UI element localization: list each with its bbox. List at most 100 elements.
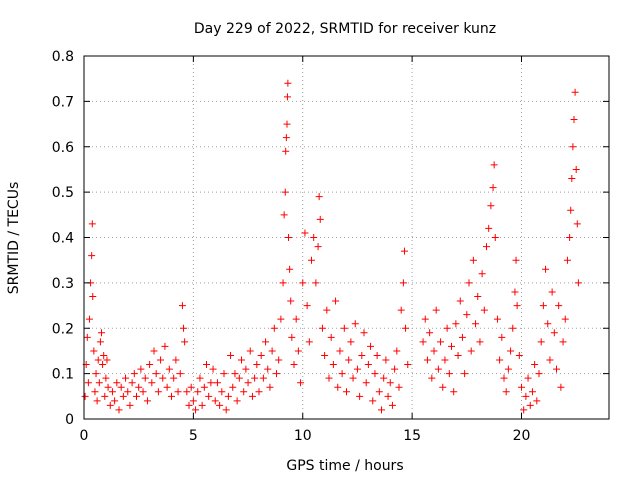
data-point — [474, 292, 482, 300]
data-point — [434, 365, 442, 373]
data-point — [165, 365, 173, 373]
data-point — [128, 379, 136, 387]
data-point — [233, 397, 241, 405]
data-point — [150, 347, 158, 355]
data-point — [336, 347, 344, 355]
data-point — [205, 392, 213, 400]
data-point — [95, 379, 103, 387]
data-point — [428, 374, 436, 382]
data-point — [476, 338, 484, 346]
data-point — [305, 338, 313, 346]
y-tick-label: 0.4 — [52, 231, 74, 247]
data-point — [487, 202, 495, 210]
data-point — [323, 306, 331, 314]
data-point — [559, 338, 567, 346]
data-point — [227, 351, 235, 359]
data-point — [345, 356, 353, 364]
data-point — [216, 401, 224, 409]
axis-ticks — [83, 55, 609, 420]
data-point — [192, 406, 200, 414]
data-point — [566, 234, 574, 241]
data-point — [222, 406, 230, 414]
tick-labels: 0 5 10 15 20 0 0.1 0.2 0.3 0.4 0.5 0.6 0.7 0.8 — [52, 49, 531, 444]
data-point — [181, 338, 189, 346]
data-point — [384, 392, 392, 400]
data-point — [371, 370, 379, 378]
data-point — [332, 297, 340, 305]
data-point — [567, 206, 575, 214]
data-point — [325, 374, 333, 382]
data-point — [224, 392, 232, 400]
data-point — [571, 88, 579, 96]
data-point — [467, 347, 475, 355]
data-point — [553, 365, 560, 373]
y-tick-label: 0.3 — [52, 276, 74, 292]
data-point — [458, 333, 466, 341]
data-point — [546, 356, 554, 364]
data-point — [432, 306, 440, 314]
data-point — [172, 356, 180, 364]
data-points — [81, 79, 582, 414]
data-point — [262, 338, 270, 346]
data-point — [101, 392, 109, 400]
data-point — [522, 392, 530, 400]
data-point — [568, 175, 576, 183]
data-point — [251, 374, 259, 382]
data-point — [281, 188, 289, 196]
data-point — [448, 342, 455, 350]
data-point — [99, 361, 107, 369]
data-point — [130, 370, 138, 378]
data-point — [168, 392, 175, 400]
data-point — [314, 243, 322, 251]
data-point — [386, 379, 394, 387]
data-point — [180, 324, 188, 332]
data-point — [500, 374, 508, 382]
data-point — [161, 342, 169, 350]
data-point — [574, 279, 582, 287]
data-point — [480, 306, 488, 314]
data-point — [498, 333, 506, 341]
data-point — [189, 397, 197, 405]
data-point — [264, 365, 272, 373]
data-point — [391, 365, 399, 373]
data-point — [141, 374, 149, 382]
data-point — [282, 134, 290, 142]
data-point — [572, 165, 580, 173]
data-point — [542, 265, 550, 273]
data-point — [454, 351, 462, 359]
data-point — [485, 224, 493, 232]
data-point — [257, 351, 265, 359]
data-point — [96, 338, 104, 346]
data-point — [349, 374, 357, 382]
data-point — [283, 120, 291, 128]
data-point — [382, 356, 390, 364]
data-point — [283, 93, 291, 101]
data-point — [402, 324, 410, 332]
data-point — [512, 256, 520, 264]
data-point — [393, 347, 401, 355]
data-point — [104, 383, 112, 391]
data-point — [275, 356, 283, 364]
data-point — [524, 374, 532, 382]
data-point — [483, 243, 490, 251]
data-point — [111, 397, 119, 405]
data-point — [452, 320, 460, 328]
data-point — [115, 406, 123, 414]
data-point — [90, 347, 98, 355]
data-point — [507, 347, 515, 355]
data-point — [282, 147, 290, 155]
data-point — [119, 392, 127, 400]
data-point — [441, 356, 449, 364]
data-point — [478, 270, 486, 278]
data-point — [395, 383, 403, 391]
data-point — [108, 388, 116, 396]
data-point — [426, 329, 434, 337]
y-tick-label: 0.2 — [52, 321, 74, 337]
data-point — [356, 392, 364, 400]
data-point — [456, 297, 464, 305]
data-point — [419, 338, 427, 346]
data-point — [544, 320, 552, 328]
data-point — [238, 356, 245, 364]
x-tick-label: 10 — [294, 428, 312, 444]
y-tick-label: 0.6 — [52, 140, 74, 156]
